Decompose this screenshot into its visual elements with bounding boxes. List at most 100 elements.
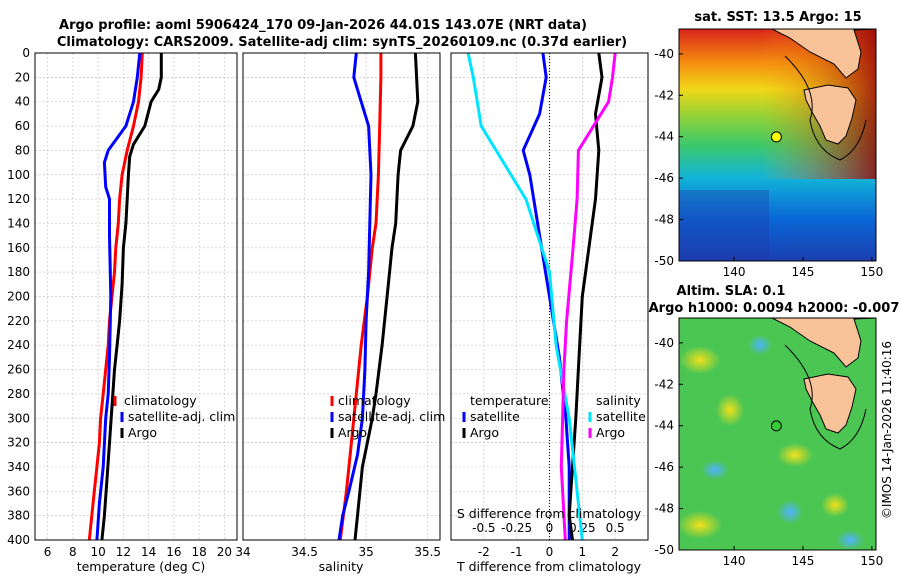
legend-title-salinity: salinity: [596, 393, 641, 408]
temperature-xtick-label: 18: [191, 545, 206, 559]
sst-map-ticks: 140 145 150 -40 -42 -44 -46 -48 -50: [654, 47, 883, 279]
depth-tick-label: 160: [7, 241, 30, 255]
sst-contour-line: [784, 55, 867, 161]
depth-tick-label: 0: [22, 46, 30, 60]
sla-high-blob: [821, 493, 849, 517]
map-xtick-label: 145: [792, 554, 815, 568]
map-ytick-label: -44: [654, 419, 674, 433]
s-difference-tick-label: 0.5: [606, 521, 625, 535]
legend-label-climatology: climatology: [124, 393, 197, 408]
salinity-xtick-label: 35.5: [414, 545, 441, 559]
map-ytick-label: -50: [654, 543, 674, 557]
s-difference-tick-label: -0.25: [501, 521, 532, 535]
sst-land-mainland: [760, 29, 876, 79]
map-ytick-label: -48: [654, 213, 674, 227]
sla-map-frame: [678, 317, 877, 551]
sla-low-blob: [836, 530, 864, 550]
depth-tick-label: 400: [7, 533, 30, 547]
s-difference-tick-label: -0.5: [472, 521, 495, 535]
temperature-xtick-label: 12: [116, 545, 131, 559]
depth-tick-label: 140: [7, 216, 30, 230]
depth-tick-label: 180: [7, 265, 30, 279]
figure-title-line2: Climatology: CARS2009. Satellite-adj cli…: [57, 35, 627, 50]
difference-series-temperature-argo: [567, 52, 604, 541]
salinity-series-satellite-adj-clim: [337, 52, 373, 541]
depth-tick-label: 60: [15, 119, 30, 133]
legend-label-s-satellite: satellite: [596, 409, 646, 424]
map-xtick-label: 150: [860, 265, 883, 279]
legend-label-satellite: satellite-adj. clim: [128, 409, 235, 424]
sla-map-title: Altim. SLA: 0.1: [677, 284, 786, 299]
figure-title-line1: Argo profile: aoml 5906424_170 09-Jan-20…: [59, 18, 587, 33]
temperature-legend: climatology satellite-adj. clim Argo: [113, 393, 235, 440]
t-difference-xlabel: T difference from climatology: [456, 559, 642, 574]
difference-series-temperature-satellite: [521, 52, 571, 540]
temperature-xtick-label: 16: [166, 545, 181, 559]
sst-map: [679, 29, 876, 261]
depth-tick-label: 320: [7, 436, 30, 450]
temperature-xtick-label: 6: [44, 545, 52, 559]
depth-tick-label: 20: [15, 70, 30, 84]
legend-label-argo: Argo: [128, 425, 157, 440]
sla-argo-marker: [770, 420, 782, 432]
depth-tick-label: 360: [7, 484, 30, 498]
temperature-xtick-label: 8: [69, 545, 77, 559]
sla-high-blob: [716, 394, 744, 426]
salinity-legend: climatology satellite-adj. clim Argo: [330, 393, 445, 440]
sla-low-blob: [701, 460, 729, 480]
depth-tick-label: 220: [7, 314, 30, 328]
difference-legend-salinity: salinity satellite Argo: [588, 393, 646, 440]
sla-land-tasmania: [803, 373, 857, 434]
temperature-series-argo: [100, 53, 163, 541]
depth-tick-label: 200: [7, 290, 30, 304]
temperature-xtick-label: 10: [90, 545, 105, 559]
sla-low-blob: [777, 500, 803, 524]
temperature-profile-panel: 0 20 40 60 80 100 120 140 160 180 200 220 240 260 280 3…: [7, 46, 238, 559]
map-xtick-label: 150: [860, 554, 883, 568]
legend-label-s-argo: Argo: [596, 425, 625, 440]
sla-map: [679, 318, 876, 550]
legend-label-t-argo: Argo: [470, 425, 499, 440]
difference-xtick-label: -2: [478, 545, 490, 559]
depth-tick-label: 280: [7, 387, 30, 401]
salinity-series-argo: [353, 52, 420, 541]
temperature-xtick-label: 14: [141, 545, 156, 559]
depth-tick-label: 340: [7, 460, 30, 474]
depth-tick-label: 300: [7, 411, 30, 425]
map-ytick-label: -46: [654, 171, 674, 185]
sla-land-mainland: [760, 318, 876, 368]
difference-series-salinity-argo: [559, 52, 617, 541]
sla-low-blob: [748, 335, 772, 355]
legend-label-t-satellite: satellite: [470, 409, 520, 424]
map-ytick-label: -40: [654, 47, 674, 61]
legend-label-climatology: climatology: [338, 393, 411, 408]
salinity-axes-frame: [242, 52, 441, 541]
salinity-xtick-label: 34.5: [291, 545, 318, 559]
imos-watermark: ©IMOS 14-Jan-2026 11:40:16: [880, 341, 894, 519]
difference-xtick-label: -1: [511, 545, 523, 559]
sst-map-frame: [678, 28, 877, 262]
map-ytick-label: -46: [654, 460, 674, 474]
temperature-axes-frame: [34, 52, 238, 541]
depth-tick-label: 240: [7, 338, 30, 352]
sla-high-blob: [680, 346, 720, 374]
sla-contour-line: [784, 344, 867, 450]
sla-map-ticks: 140 145 150 -40 -42 -44 -46 -48 -50: [654, 336, 883, 568]
sla-high-blob: [777, 443, 813, 467]
map-ytick-label: -50: [654, 254, 674, 268]
sla-map-subtitle: Argo h1000: 0.0094 h2000: -0.007: [649, 301, 900, 316]
depth-tick-label: 40: [15, 95, 30, 109]
legend-label-satellite: satellite-adj. clim: [338, 409, 445, 424]
difference-series-salinity-satellite: [466, 52, 584, 541]
sla-high-blob: [679, 511, 722, 539]
difference-xtick-label: 2: [611, 545, 619, 559]
map-ytick-label: -42: [654, 377, 674, 391]
temperature-xlabel: temperature (deg C): [77, 559, 206, 574]
legend-label-argo: Argo: [338, 425, 367, 440]
depth-tick-label: 120: [7, 192, 30, 206]
sst-argo-marker: [770, 131, 782, 143]
depth-tick-label: 380: [7, 509, 30, 523]
temperature-xtick-label: 20: [217, 545, 232, 559]
